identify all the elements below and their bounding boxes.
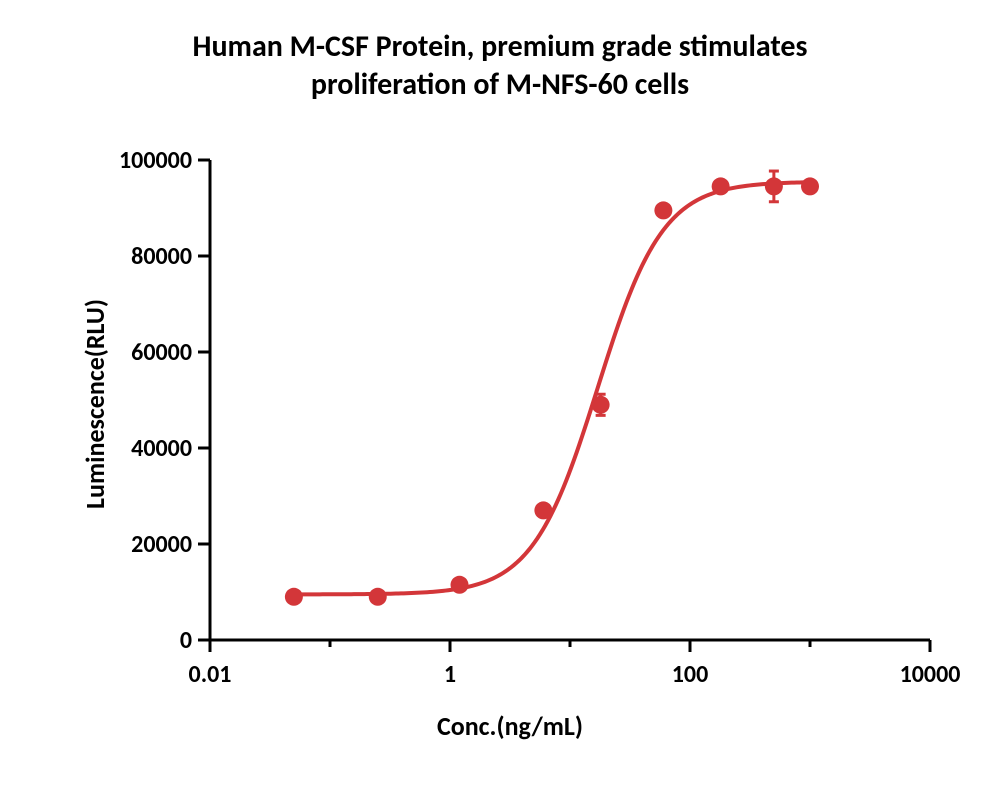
y-tick-label: 0: [180, 626, 192, 655]
y-tick-label: 80000: [131, 242, 192, 271]
data-point: [285, 588, 303, 606]
data-point: [654, 201, 672, 219]
data-point: [534, 501, 552, 519]
x-tick-label: 1: [390, 660, 510, 689]
data-point: [369, 588, 387, 606]
y-tick-label: 60000: [131, 338, 192, 367]
chart-container: Human M-CSF Protein, premium grade stimu…: [0, 0, 1000, 791]
y-tick-label: 20000: [131, 530, 192, 559]
data-point: [801, 177, 819, 195]
x-tick-label: 10000: [870, 660, 990, 689]
x-tick-label: 100: [630, 660, 750, 689]
fit-curve: [288, 182, 812, 594]
data-point: [592, 396, 610, 414]
y-tick-label: 100000: [119, 146, 192, 175]
x-tick-label: 0.01: [150, 660, 270, 689]
data-point: [451, 576, 469, 594]
y-tick-label: 40000: [131, 434, 192, 463]
data-point: [712, 177, 730, 195]
data-point: [765, 177, 783, 195]
